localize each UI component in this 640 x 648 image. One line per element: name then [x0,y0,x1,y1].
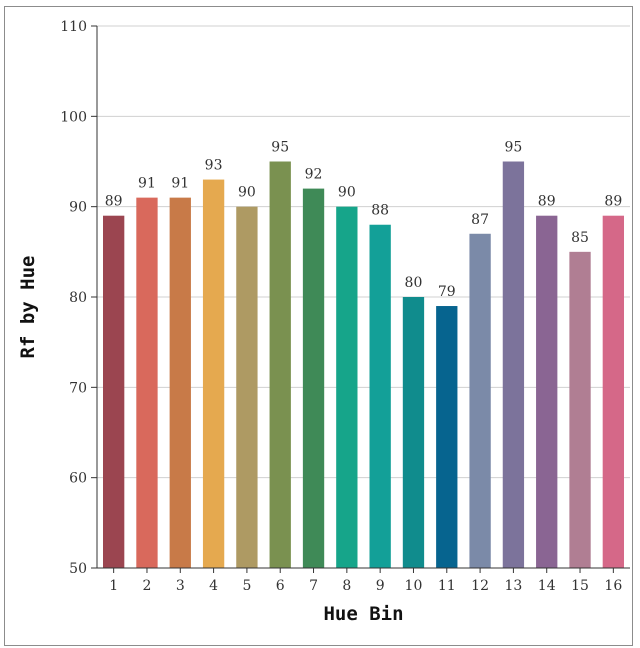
bar [302,188,325,568]
data-label: 91 [138,176,156,192]
x-tick-label: 5 [242,578,251,594]
x-tick-label: 2 [143,578,152,594]
y-tick-label: 70 [69,380,87,396]
x-tick-label: 15 [571,578,589,594]
axes [91,25,630,573]
bar [502,161,525,568]
bars [102,161,625,569]
x-tick-label: 6 [276,578,285,594]
x-tick-label: 7 [309,578,318,594]
bar [269,161,291,568]
y-tick-label: 110 [60,19,87,35]
data-label: 88 [371,203,389,219]
data-label: 92 [305,167,323,183]
bar [569,251,591,569]
x-tick-label: 3 [176,578,185,594]
data-label: 80 [405,275,423,291]
y-tick-label: 100 [60,109,87,125]
x-axis-title: Hue Bin [323,603,403,625]
y-tick-label: 60 [69,471,87,487]
y-tick-label: 80 [69,290,87,306]
bar [602,215,625,568]
x-tick-label: 1 [109,578,118,594]
data-label: 89 [105,194,123,210]
data-label: 90 [238,185,256,201]
bar [402,297,425,568]
y-tick-labels: 50 60 70 80 90 100 110 [60,19,87,577]
bar [436,306,458,568]
data-label: 93 [205,158,223,174]
bar [336,206,358,568]
bar [469,233,491,568]
bar [102,215,125,568]
y-axis-title: Rf by Hue [17,256,39,359]
bar [536,215,558,568]
x-tick-label: 16 [604,578,622,594]
x-tick-labels: 1 2 3 4 5 6 7 8 9 10 11 12 13 14 15 16 [109,578,622,594]
data-label: 89 [604,194,622,210]
bar [236,206,258,568]
x-tick-label: 13 [504,578,522,594]
bar [369,224,391,568]
bar [169,197,191,568]
bar [202,179,225,569]
data-label: 90 [338,185,356,201]
x-tick-label: 14 [538,578,556,594]
data-label: 91 [171,176,189,192]
x-tick-label: 10 [405,578,423,594]
data-label: 89 [538,194,556,210]
y-tick-label: 50 [69,561,87,577]
x-tick-label: 11 [438,578,456,594]
x-tick-label: 12 [471,578,489,594]
x-tick-label: 9 [376,578,385,594]
data-label: 87 [471,212,489,228]
x-tick-label: 8 [342,578,351,594]
data-label: 85 [571,230,589,246]
bar [136,197,158,568]
value-labels: 89 91 91 93 90 95 92 90 88 80 79 87 95 89 85 89 [105,140,623,301]
y-tick-label: 90 [69,200,87,216]
data-label: 95 [271,140,289,156]
data-label: 79 [438,284,456,300]
x-tick-label: 4 [209,578,218,594]
data-label: 95 [504,140,522,156]
